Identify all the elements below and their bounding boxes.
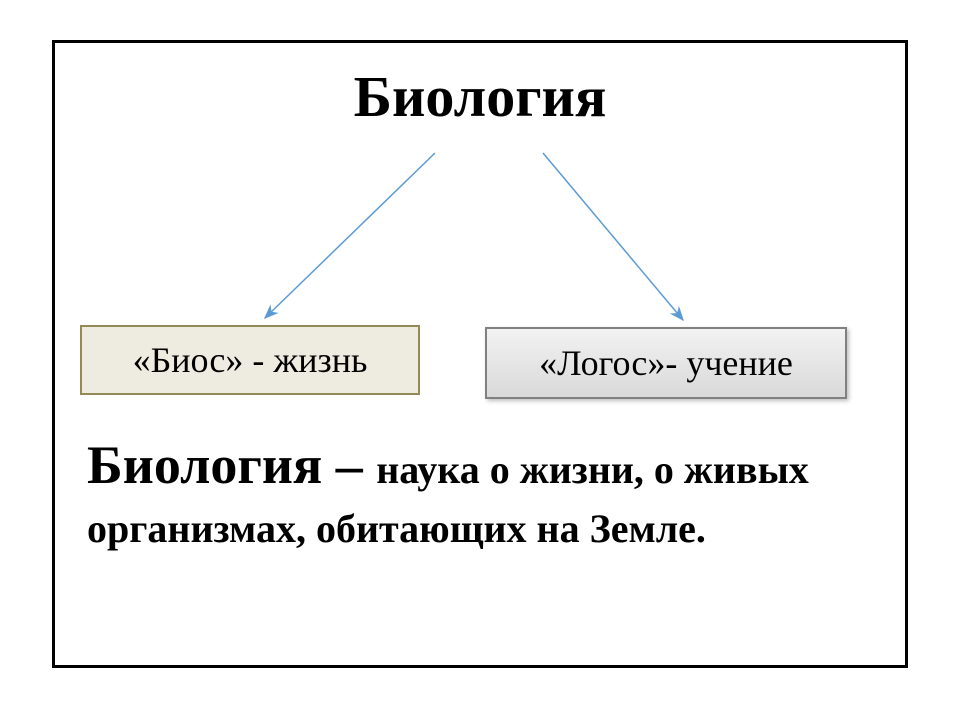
definition-block: Биология – наука о жизни, о живых органи… — [87, 429, 887, 556]
arrow-left — [265, 153, 435, 318]
slide-frame: Биология «Биос» - жизнь «Логос»- учение … — [52, 40, 908, 668]
page-title: Биология — [55, 63, 905, 130]
arrow-right — [543, 153, 683, 320]
box-logos-label: «Логос»- учение — [539, 342, 793, 384]
box-bios-label: «Биос» - жизнь — [133, 339, 368, 381]
box-logos: «Логос»- учение — [485, 327, 847, 399]
definition-term: Биология – — [87, 435, 376, 495]
box-bios: «Биос» - жизнь — [80, 325, 420, 395]
